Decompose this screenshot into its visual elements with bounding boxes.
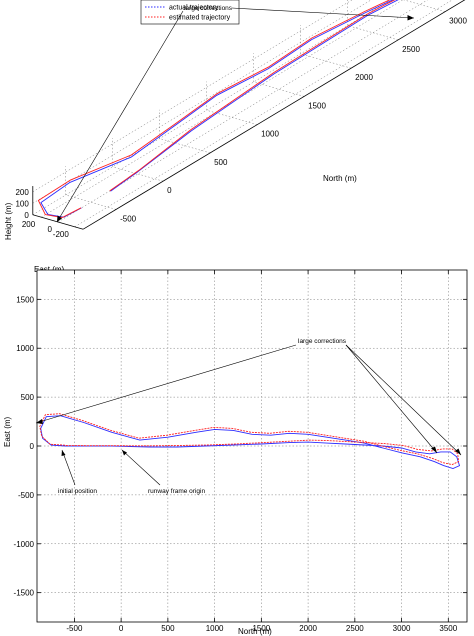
axis-north-3d	[82, 0, 466, 230]
annotation-runway-frame-origin: runway frame origin	[148, 488, 205, 495]
tick-label-north: 500	[214, 158, 228, 167]
tick-label-x: 2000	[299, 624, 317, 633]
tick-label-north: 2500	[402, 45, 420, 54]
series-top-view	[39, 413, 461, 469]
annotation-initial-position: initial position	[58, 488, 97, 495]
tick-label-north: 0	[167, 186, 172, 195]
annotation-arrow-top-left	[35, 344, 297, 424]
tick-label-y: 500	[21, 393, 35, 402]
tick-label-y: -1000	[14, 540, 35, 549]
plot-3d: -50005001000150020002500300035002000-200…	[4, 0, 467, 274]
tick-label-x: 3000	[393, 624, 411, 633]
legend-label-estimated: estimated trajectory	[169, 15, 231, 22]
ticks-3d: -50005001000150020002500300035002000-200…	[15, 17, 467, 239]
tick-label-east: 200	[22, 220, 36, 229]
grid-floor-east	[74, 0, 453, 228]
grid-back-height	[32, 0, 391, 216]
grid-floor-east	[41, 0, 404, 218]
annotation-arrowhead-runway-origin	[122, 450, 127, 456]
tick-label-north: 2000	[355, 73, 373, 82]
annotation-arrow-3d-right	[231, 7, 415, 19]
series-line-3d-actual	[40, 0, 399, 218]
grid-floor-north	[206, 110, 258, 125]
annotation-arrow-runway-origin	[121, 449, 161, 486]
axis-label-north-3d: North (m)	[323, 174, 357, 183]
tick-label-y: 0	[30, 442, 35, 451]
legend-label-actual: actual trajectory	[169, 5, 219, 12]
axes-3d	[32, 0, 466, 230]
tick-label-y: 1000	[16, 344, 34, 353]
annotation-arrow-initial-position	[61, 449, 76, 486]
tick-label-x: 1000	[206, 624, 224, 633]
tick-label-east: 0	[48, 225, 53, 234]
annotation-arrowhead-top-mid	[431, 446, 437, 453]
tick-label-height: 200	[15, 188, 29, 197]
tick-label-y: -500	[18, 491, 35, 500]
annotation-arrow-top-mid	[345, 344, 438, 454]
tick-label-x: -500	[66, 624, 83, 633]
annotation-arrowhead-initial-position	[61, 450, 66, 456]
annotation-large-corrections-3d: large corrections	[184, 5, 233, 12]
tick-label-height: 0	[24, 211, 29, 220]
grid-floor-north	[253, 81, 305, 97]
legend: actual trajectory estimated trajectory	[140, 0, 240, 25]
series-3d	[37, 0, 399, 219]
tick-label-x: 1500	[252, 624, 270, 633]
grid-floor-north	[112, 166, 164, 182]
axis-label-north-top: North (m)	[238, 627, 272, 636]
grid-3d	[32, 0, 453, 228]
tick-label-x: 500	[161, 624, 175, 633]
tick-label-height: 100	[15, 199, 29, 208]
axis-label-east-top: East (m)	[3, 416, 12, 447]
plot-top-view: -500 0 500 1000 1500 2000 2500 3000 3500 1500 1000…	[3, 269, 468, 636]
annotation-arrowhead-3d-left	[57, 215, 62, 222]
grid-floor-north	[65, 194, 117, 210]
tick-label-east: -200	[53, 230, 70, 239]
series-line-actual	[40, 415, 461, 469]
tick-label-x: 2500	[346, 624, 364, 633]
grid-floor-east	[57, 0, 428, 223]
ticks-top-view: -500 0 500 1000 1500 2000 2500 3000 3500 1500 1000…	[14, 270, 467, 633]
annotation-arrowhead-3d-right	[407, 15, 414, 21]
series-line-3d-estimated	[37, 0, 396, 219]
annotation-arrowhead-top-left	[36, 419, 43, 424]
grid-back-height	[32, 0, 372, 204]
tick-label-north: 1500	[308, 101, 326, 110]
grid-floor-north	[347, 25, 399, 41]
axis-label-east-3d: East (m)	[34, 265, 65, 274]
tick-label-north: -500	[120, 214, 137, 223]
tick-label-north: 3000	[449, 17, 467, 26]
annotation-arrow-3d-left	[56, 10, 184, 223]
grid-floor-north	[403, 0, 446, 12]
annotation-arrow-top-right	[345, 344, 462, 456]
legend-box	[140, 0, 240, 25]
axis-east-3d	[32, 214, 84, 230]
tick-label-y: 1500	[16, 295, 34, 304]
series-line-estimated	[39, 413, 460, 466]
tick-label-x: 0	[119, 624, 124, 633]
tick-label-north: 1000	[261, 130, 279, 139]
axis-label-height-3d: Height (m)	[4, 202, 13, 240]
tick-label-y: -1500	[14, 589, 35, 598]
tick-label-x: 3500	[439, 624, 457, 633]
annotation-arrowhead-top-right	[455, 448, 461, 455]
annotation-large-corrections-top: large corrections	[298, 338, 347, 345]
grid-back-height	[32, 0, 353, 193]
